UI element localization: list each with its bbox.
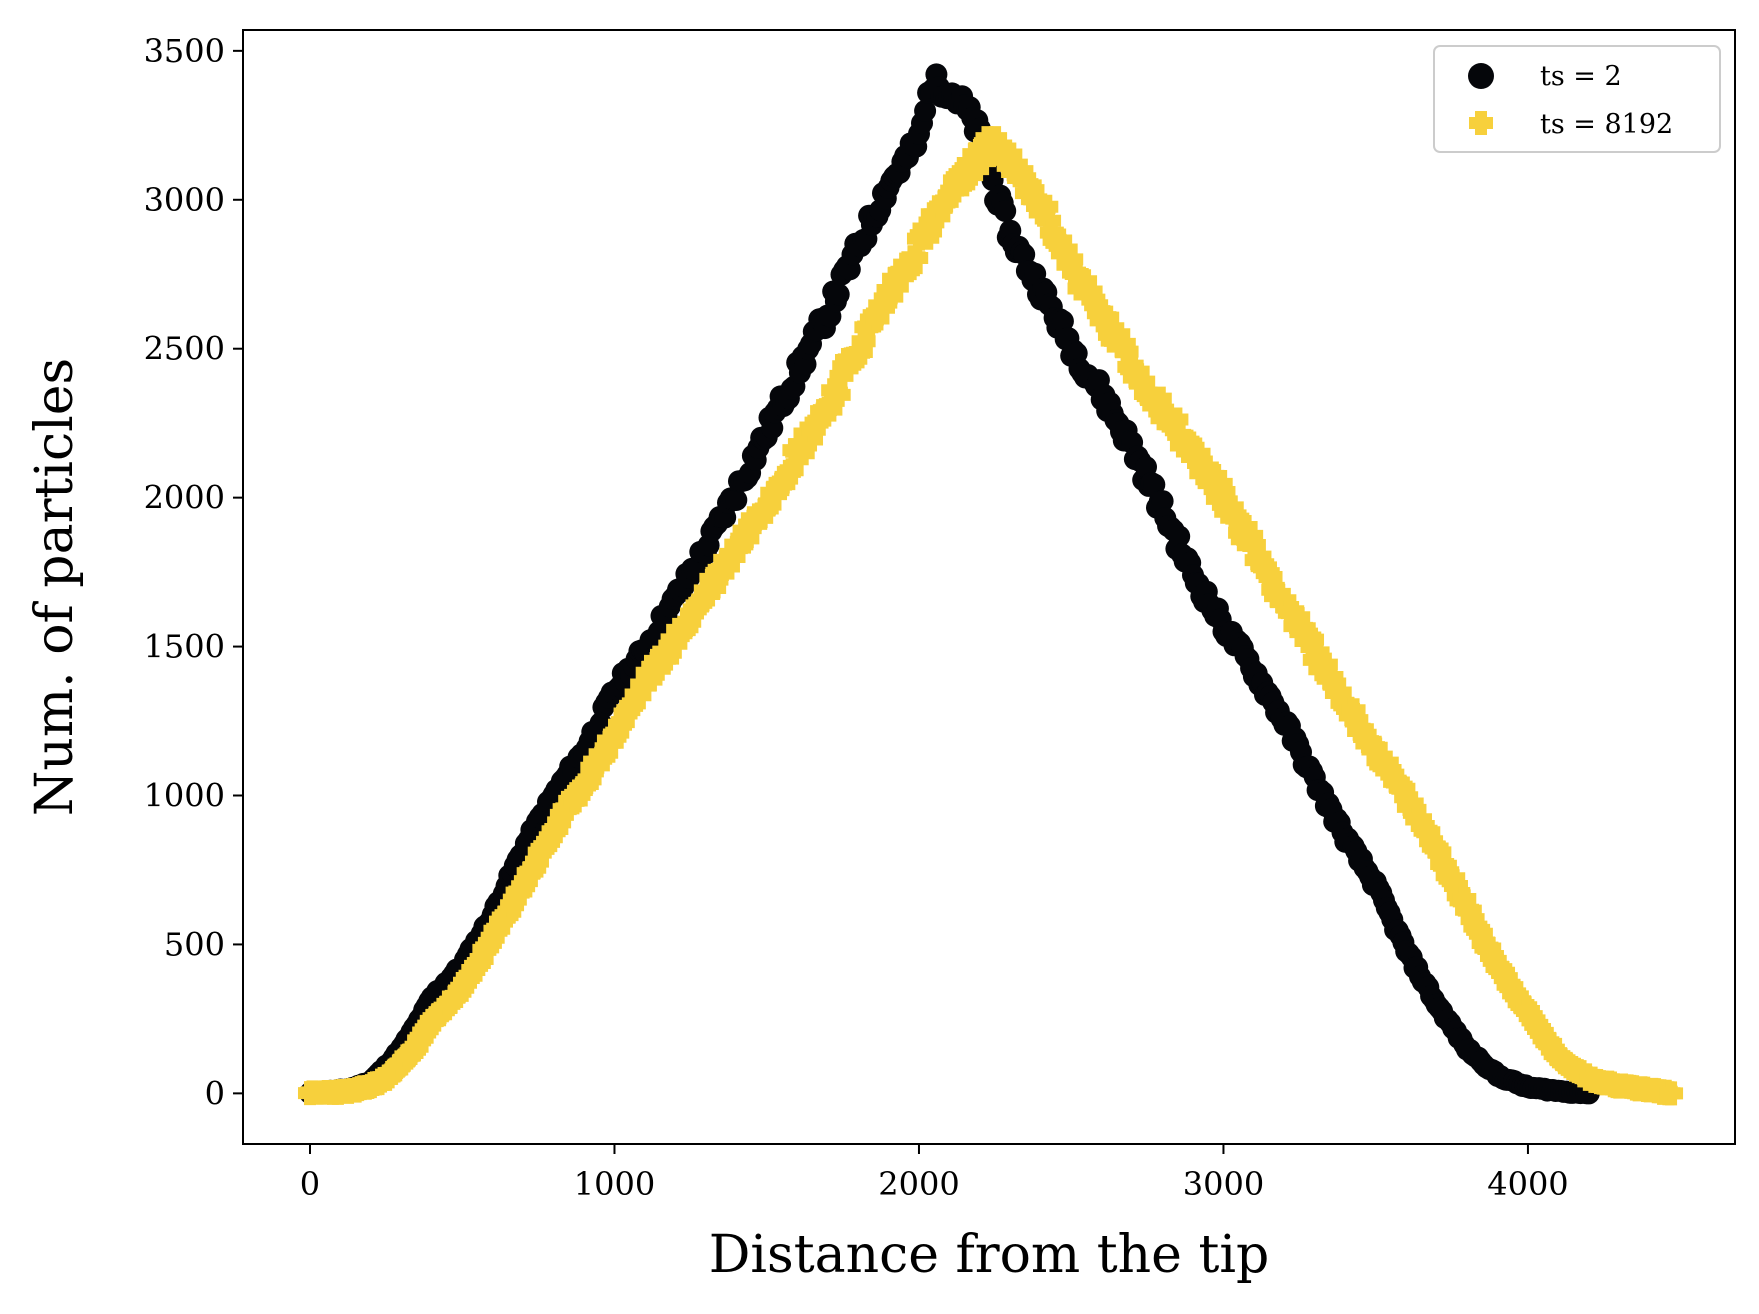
x-tick-label: 3000: [1183, 1165, 1264, 1203]
x-axis-title: Distance from the tip: [709, 1225, 1270, 1285]
legend-label-ts-8192: ts = 8192: [1540, 109, 1673, 140]
y-tick-label: 0: [205, 1074, 225, 1112]
legend-marker-ts-2: [1468, 63, 1494, 89]
y-axis-ticks: 0 500 1000 1500 2000 2500 3000 3500: [144, 32, 243, 1112]
plot-frame: [242, 29, 1736, 1145]
x-tick-label: 2000: [878, 1165, 959, 1203]
series-ts-8192: [297, 126, 1684, 1106]
data-point-ts-2: [1151, 490, 1174, 513]
y-tick-label: 2500: [144, 330, 225, 368]
data-point-ts-2: [1143, 473, 1166, 496]
data-point-ts-2: [914, 99, 937, 122]
data-point-ts-2: [1051, 310, 1074, 333]
legend: ts = 2 ts = 8192: [1433, 45, 1721, 153]
legend-box: [1433, 45, 1721, 153]
data-point-ts-2: [1013, 243, 1036, 266]
data-point-ts-8192: [1659, 1081, 1684, 1106]
y-tick-label: 2000: [144, 479, 225, 517]
x-tick-label: 0: [300, 1165, 320, 1203]
data-point-ts-8192: [904, 246, 929, 271]
y-tick-label: 500: [164, 925, 225, 963]
data-point-ts-8192: [826, 382, 851, 407]
data-point-ts-2: [1168, 525, 1191, 548]
x-axis-ticks: 0 1000 2000 3000 4000: [300, 1144, 1569, 1203]
y-axis-title: Num. of particles: [25, 358, 85, 816]
data-point-ts-2: [827, 283, 850, 306]
y-tick-label: 1500: [144, 628, 225, 666]
y-tick-label: 3000: [144, 181, 225, 219]
y-tick-label: 3500: [144, 32, 225, 70]
y-tick-label: 1000: [144, 777, 225, 815]
legend-marker-ts-8192: [1469, 111, 1493, 135]
x-tick-label: 1000: [574, 1165, 655, 1203]
x-tick-label: 4000: [1487, 1165, 1568, 1203]
data-point-ts-2: [725, 489, 748, 511]
data-point-ts-2: [994, 200, 1017, 222]
legend-label-ts-2: ts = 2: [1540, 61, 1622, 92]
